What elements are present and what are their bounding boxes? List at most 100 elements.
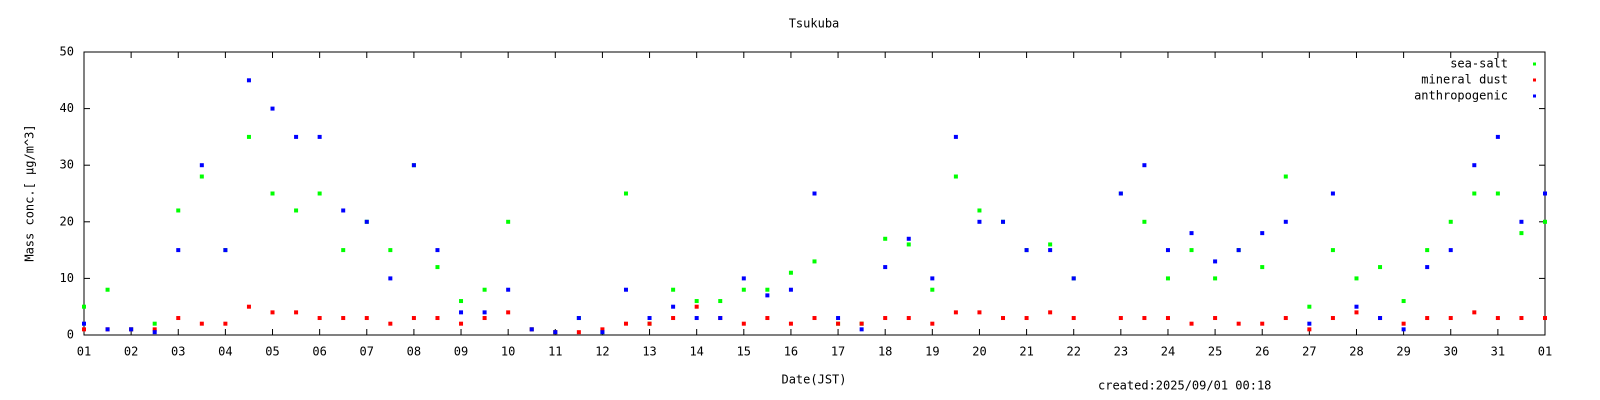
point [105, 327, 110, 332]
point [741, 321, 746, 326]
point [741, 276, 746, 281]
point [364, 316, 369, 321]
point [459, 310, 464, 315]
point [1142, 316, 1147, 321]
point [1330, 191, 1335, 196]
x-tick-label: 29 [1396, 345, 1410, 359]
point [1260, 231, 1265, 236]
x-tick-label: 03 [171, 345, 185, 359]
x-tick-label: 22 [1066, 345, 1080, 359]
point [1543, 191, 1547, 196]
point [1189, 248, 1194, 253]
point [1425, 316, 1430, 321]
point [859, 327, 864, 332]
point [317, 134, 322, 139]
x-tick-label: 25 [1208, 345, 1222, 359]
x-tick-label: 04 [218, 345, 232, 359]
point [671, 304, 676, 309]
x-tick-label: 31 [1491, 345, 1505, 359]
point [82, 327, 86, 332]
point [1048, 242, 1053, 247]
x-tick-label: 19 [925, 345, 939, 359]
point [1401, 327, 1406, 332]
x-tick-label: 16 [784, 345, 798, 359]
point [1495, 191, 1500, 196]
point [694, 316, 699, 321]
point [411, 163, 416, 168]
y-tick-label: 30 [60, 158, 74, 172]
point [1071, 276, 1076, 281]
point [812, 316, 817, 321]
point [459, 299, 464, 304]
point [459, 321, 464, 326]
point [1048, 310, 1053, 315]
point [1142, 163, 1147, 168]
point [1472, 163, 1477, 168]
point [836, 316, 841, 321]
point [718, 316, 723, 321]
point [364, 219, 369, 224]
x-tick-label: 28 [1349, 345, 1363, 359]
point [1213, 316, 1218, 321]
point [176, 208, 181, 213]
point [1260, 321, 1265, 326]
point [317, 191, 322, 196]
point [270, 310, 275, 315]
x-tick-label: 14 [689, 345, 703, 359]
point [176, 316, 181, 321]
point [1283, 219, 1288, 224]
point [694, 299, 699, 304]
y-axis-label: Mass conc.[ μg/m^3] [23, 124, 37, 261]
point [1024, 248, 1029, 253]
point [388, 276, 393, 281]
point [812, 191, 817, 196]
point [930, 276, 935, 281]
point [152, 330, 157, 335]
point [506, 219, 511, 224]
point [1283, 316, 1288, 321]
point [788, 270, 793, 275]
point [1354, 276, 1359, 281]
point [1260, 265, 1265, 270]
point [317, 316, 322, 321]
point [553, 330, 558, 335]
point [953, 174, 958, 179]
point [341, 248, 346, 253]
point [435, 248, 440, 253]
point [977, 208, 982, 213]
point [1330, 316, 1335, 321]
point [294, 134, 299, 139]
point [1330, 248, 1335, 253]
point [1543, 316, 1547, 321]
point [623, 321, 628, 326]
y-tick-label: 20 [60, 214, 74, 228]
legend-marker [1533, 78, 1536, 82]
point [906, 242, 911, 247]
x-tick-label: 24 [1161, 345, 1175, 359]
point [529, 327, 534, 332]
point [482, 310, 487, 315]
point [223, 248, 228, 253]
point [836, 321, 841, 326]
x-tick-label: 26 [1255, 345, 1269, 359]
point [223, 321, 228, 326]
point [647, 321, 652, 326]
point [506, 287, 511, 292]
point [1448, 219, 1453, 224]
point [906, 236, 911, 241]
point [1236, 248, 1241, 253]
point [623, 287, 628, 292]
point [1354, 310, 1359, 315]
point [1378, 316, 1383, 321]
x-tick-label: 01 [1538, 345, 1552, 359]
point [129, 327, 134, 332]
x-tick-label: 17 [831, 345, 845, 359]
legend-label: mineral dust [1421, 73, 1508, 87]
y-tick-label: 40 [60, 101, 74, 115]
legend-label: sea-salt [1450, 57, 1508, 71]
point [694, 304, 699, 309]
point [199, 321, 204, 326]
legend-marker [1533, 94, 1536, 98]
x-tick-label: 05 [265, 345, 279, 359]
point [270, 106, 275, 111]
